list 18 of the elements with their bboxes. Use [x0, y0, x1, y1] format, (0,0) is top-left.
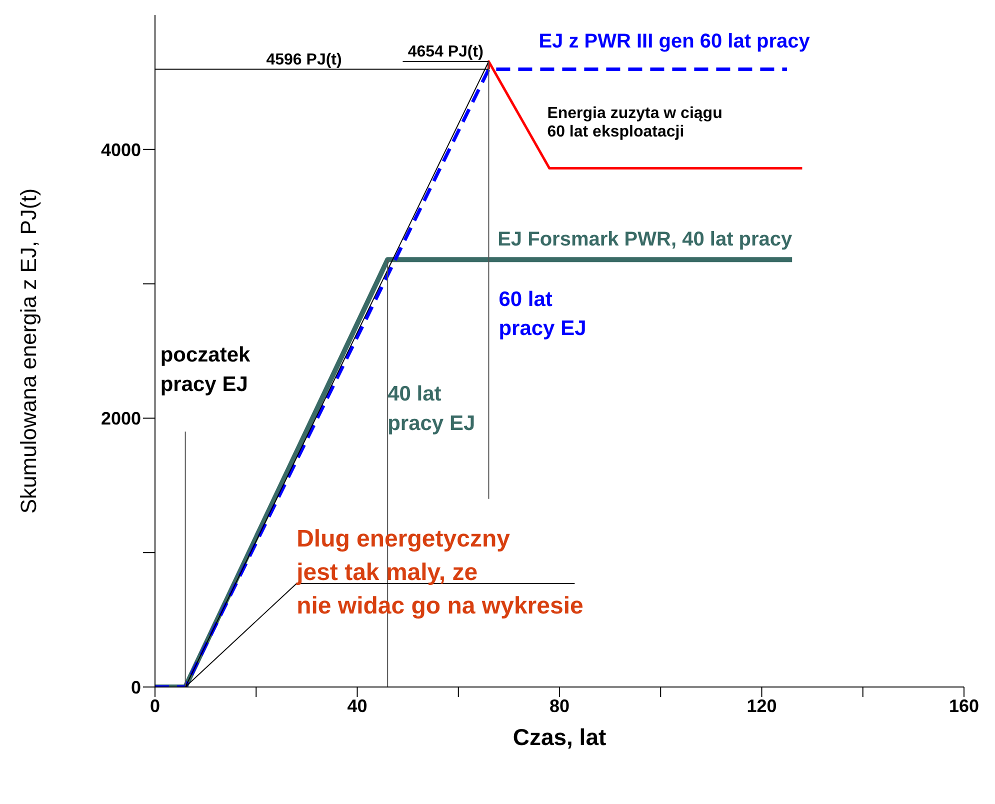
x-tick-label: 120	[746, 696, 777, 716]
x-tick-label: 80	[549, 696, 570, 716]
annotation: poczatek pracy EJ	[160, 344, 251, 396]
annotation: 40 lat pracy EJ	[388, 382, 476, 435]
x-tick-label: 0	[150, 696, 160, 716]
y-tick-label: 0	[130, 677, 141, 698]
series-label: EJ z PWR III gen 60 lat pracy	[538, 30, 811, 52]
x-tick-label: 40	[347, 696, 368, 716]
annotation: 4654 PJ(t)	[408, 44, 484, 60]
y-tick-label: 2000	[100, 408, 141, 429]
x-axis-title: Czas, lat	[512, 724, 606, 750]
annotation: 4596 PJ(t)	[266, 51, 342, 68]
y-tick-label: 4000	[100, 140, 141, 160]
annotation: 60 lat pracy EJ	[498, 288, 586, 340]
series-label: Energia zuzyta w ciągu 60 lat eksploatacji	[547, 105, 722, 141]
y-axis-title: Skumulowana energia z EJ, PJ(t)	[16, 188, 41, 514]
x-tick-label: 160	[948, 696, 980, 716]
series-label: EJ Forsmark PWR, 40 lat pracy	[498, 228, 794, 251]
